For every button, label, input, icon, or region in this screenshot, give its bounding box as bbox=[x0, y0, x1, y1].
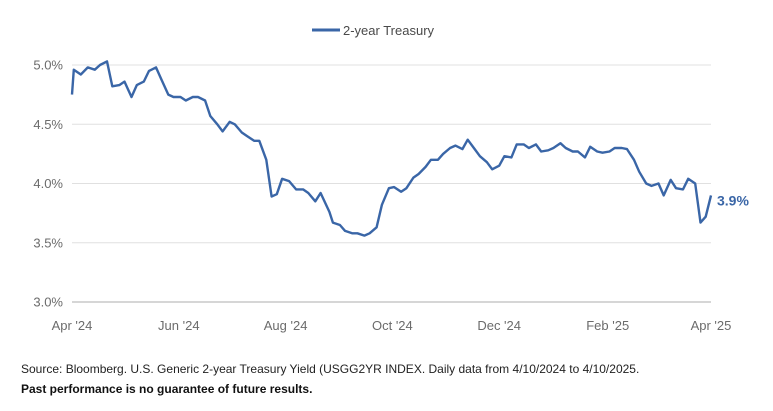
grid-lines bbox=[72, 64, 711, 303]
y-tick-label: 4.0% bbox=[33, 176, 63, 191]
x-tick-label: Jun '24 bbox=[158, 318, 200, 333]
x-axis-ticks: Apr '24 Jun '24 Aug '24 Oct '24 Dec '24 Feb '… bbox=[52, 318, 732, 333]
x-tick-label: Apr '25 bbox=[691, 318, 732, 333]
legend-label: 2-year Treasury bbox=[343, 23, 435, 38]
source-note: Source: Bloomberg. U.S. Generic 2-year T… bbox=[21, 362, 640, 376]
x-tick-label: Aug '24 bbox=[264, 318, 308, 333]
x-tick-label: Dec '24 bbox=[477, 318, 521, 333]
y-tick-label: 4.5% bbox=[33, 117, 63, 132]
y-tick-label: 5.0% bbox=[33, 58, 63, 73]
end-value-label: 3.9% bbox=[717, 192, 749, 208]
chart-legend: 2-year Treasury bbox=[312, 23, 435, 38]
disclaimer-note: Past performance is no guarantee of futu… bbox=[21, 382, 313, 396]
y-tick-label: 3.0% bbox=[33, 295, 63, 310]
yield-chart: 2-year Treasury 5.0% 4.5% 4.0% 3.5% 3.0% Apr… bbox=[33, 23, 749, 333]
y-tick-label: 3.5% bbox=[33, 235, 63, 250]
x-tick-label: Feb '25 bbox=[586, 318, 629, 333]
series-line-2-year-treasury bbox=[70, 60, 713, 237]
x-tick-label: Oct '24 bbox=[372, 318, 413, 333]
y-axis-ticks: 5.0% 4.5% 4.0% 3.5% 3.0% bbox=[33, 58, 63, 310]
x-tick-label: Apr '24 bbox=[52, 318, 93, 333]
